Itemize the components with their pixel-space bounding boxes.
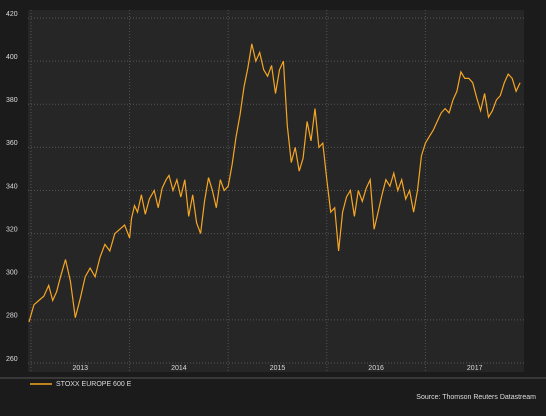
y-tick-label: 320 (6, 226, 18, 233)
legend-label: STOXX EUROPE 600 E (56, 381, 132, 388)
y-tick-label: 380 (6, 97, 18, 104)
y-tick-label: 340 (6, 183, 18, 190)
x-tick-label: 2013 (72, 365, 88, 372)
y-tick-label: 300 (6, 270, 18, 277)
source: Source: Thomson Reuters Datastream (416, 394, 536, 401)
x-tick-label: 2017 (467, 365, 483, 372)
y-tick-label: 260 (6, 356, 18, 363)
line (28, 43, 521, 323)
y-tick-label: 400 (6, 54, 18, 61)
x-tick-label: 2016 (368, 365, 384, 372)
y-tick-label: 360 (6, 140, 18, 147)
y-tick-label: 280 (6, 313, 18, 320)
x-tick-label: 2015 (270, 365, 286, 372)
plot-area (28, 10, 524, 372)
y-tick-label: 420 (6, 11, 18, 18)
x-tick-label: 2014 (171, 365, 187, 372)
